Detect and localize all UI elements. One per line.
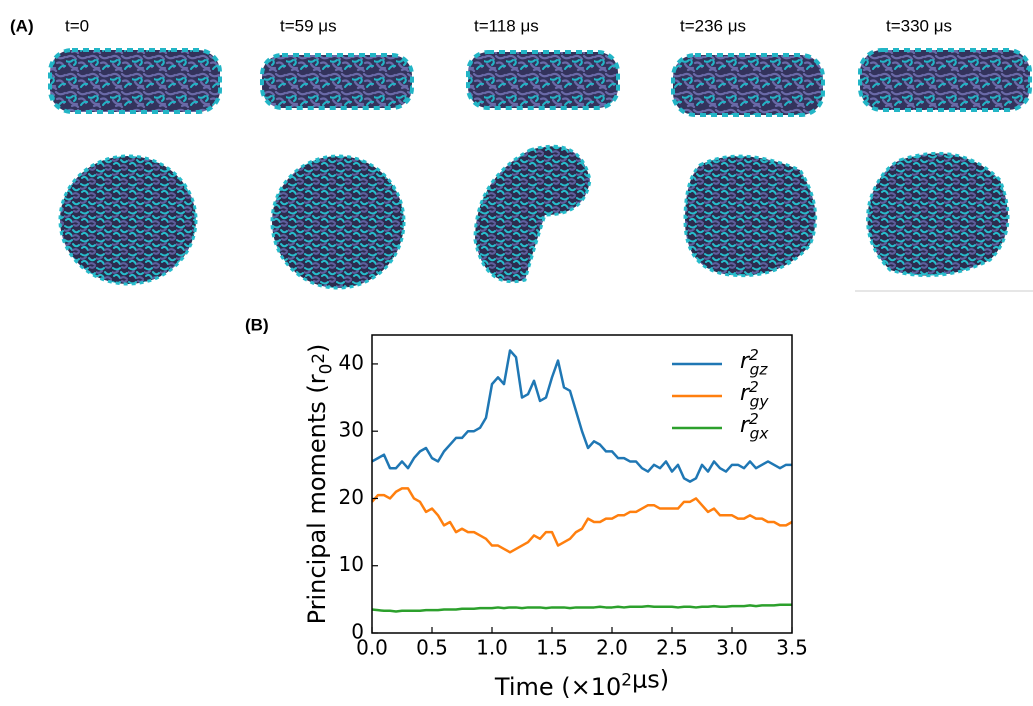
snapshots (48, 48, 1033, 292)
side-view (260, 53, 414, 110)
time-label: t=0 (65, 16, 89, 35)
data-line (371, 487, 793, 554)
time-label: t=330 μs (886, 16, 952, 35)
x-tick-label: 2.0 (596, 636, 628, 660)
time-label: t=59 μs (280, 16, 337, 35)
x-tick-label: 0.5 (416, 636, 448, 660)
y-axis-label: Principal moments (r02) (303, 344, 335, 625)
y-tick-label: 30 (339, 418, 364, 442)
data-line (371, 349, 792, 483)
x-tick-label: 0.0 (356, 636, 388, 660)
y-tick-label: 20 (339, 485, 364, 509)
side-view (466, 50, 620, 110)
top-view (473, 144, 592, 284)
plot-frame (371, 334, 793, 634)
legend-label: r2 gx (740, 410, 769, 443)
side-view (858, 48, 1032, 112)
y-tick-label: 40 (339, 350, 364, 374)
legend-label: r2 gz (740, 346, 768, 379)
x-tick-label: 2.5 (656, 636, 688, 660)
x-tick-label: 3.5 (776, 636, 808, 660)
y-tick-label: 10 (339, 552, 364, 576)
top-view (270, 154, 406, 290)
top-view (866, 151, 1010, 278)
x-axis-label: Time (×102μs) (494, 665, 669, 701)
legend-label: r2 gy (740, 378, 769, 411)
panel-label: (A) (10, 16, 34, 35)
panel-label: (B) (245, 315, 269, 334)
side-view (48, 48, 222, 114)
y-tick-label: 0 (351, 620, 364, 644)
x-tick-label: 1.5 (536, 636, 568, 660)
top-view (58, 154, 198, 286)
time-label: t=236 μs (680, 16, 746, 35)
data-line (371, 603, 792, 613)
x-tick-label: 1.0 (476, 636, 508, 660)
side-view (671, 53, 825, 117)
x-tick-label: 3.0 (716, 636, 748, 660)
time-label: t=118 μs (474, 16, 539, 35)
top-view (683, 154, 818, 278)
